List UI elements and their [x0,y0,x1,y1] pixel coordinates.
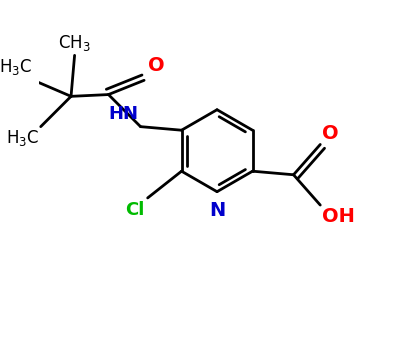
Text: O: O [322,124,339,143]
Text: Cl: Cl [125,202,144,219]
Text: H$_3$C: H$_3$C [0,58,32,77]
Text: CH$_3$: CH$_3$ [58,33,91,52]
Text: OH: OH [322,207,355,226]
Text: O: O [148,56,164,75]
Text: N: N [209,201,225,220]
Text: HN: HN [109,105,139,123]
Text: H$_3$C: H$_3$C [6,129,39,148]
